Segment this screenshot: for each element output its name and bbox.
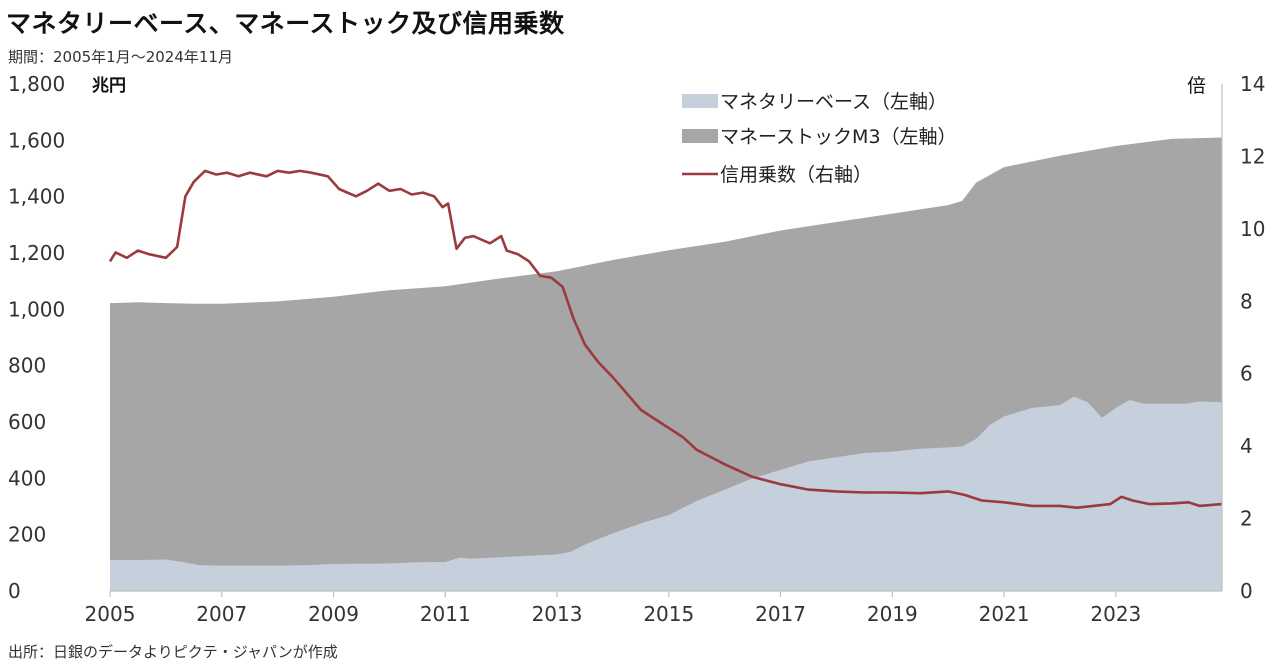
x-tick-label: 2021 [979, 602, 1030, 626]
x-tick-label: 2015 [643, 602, 694, 626]
axes-layer: 0 200 400 600 800 1,000 1,200 1,400 1,600 1,800 兆円… [8, 72, 1265, 626]
area-layer [110, 137, 1222, 591]
line-credit-multiplier [108, 169, 1223, 509]
right-y-tick-label: 4 [1240, 434, 1253, 458]
right-y-tick-label: 0 [1240, 579, 1253, 603]
x-tick-label: 2011 [420, 602, 471, 626]
legend: マネタリーベース（左軸） マネーストックM3（左軸） 信用乗数（右軸） [682, 91, 957, 186]
left-y-tick-label: 1,000 [8, 297, 65, 321]
left-y-tick-label: 1,400 [8, 185, 65, 209]
right-y-tick-label: 2 [1240, 507, 1253, 531]
line-layer [108, 169, 1223, 509]
x-tick-label: 2019 [867, 602, 918, 626]
legend-monetary-base-swatch [682, 94, 718, 108]
legend-monetary-base-label: マネタリーベース（左軸） [720, 91, 947, 113]
left-y-tick-label: 400 [8, 466, 46, 490]
right-y-tick-label: 6 [1240, 362, 1253, 386]
right-y-tick-label: 14 [1240, 72, 1265, 96]
x-tick-label: 2007 [196, 602, 247, 626]
chart-title: マネタリーベース、マネーストック及び信用乗数 [6, 9, 565, 38]
right-y-tick-label: 12 [1240, 144, 1265, 168]
chart-period: 期間：2005年1月～2024年11月 [8, 48, 233, 66]
chart-source: 出所：日銀のデータよりピクテ・ジャパンが作成 [8, 643, 338, 661]
right-y-unit-label: 倍 [1187, 75, 1206, 97]
left-y-tick-label: 800 [8, 354, 46, 378]
left-y-tick-label: 1,200 [8, 241, 65, 265]
x-tick-label: 2005 [85, 602, 136, 626]
legend-money-stock-m3-swatch [682, 129, 718, 143]
left-y-unit-label: 兆円 [92, 76, 126, 96]
left-y-tick-label: 200 [8, 523, 46, 547]
left-y-tick-label: 1,800 [8, 72, 65, 96]
x-tick-label: 2013 [532, 602, 583, 626]
x-tick-label: 2023 [1090, 602, 1141, 626]
right-y-tick-label: 8 [1240, 289, 1253, 313]
left-y-tick-label: 1,600 [8, 128, 65, 152]
x-tick-label: 2009 [308, 602, 359, 626]
legend-credit-multiplier-label: 信用乗数（右軸） [720, 164, 872, 186]
left-y-tick-label: 0 [8, 579, 21, 603]
area-monetary-base [110, 396, 1222, 591]
right-y-tick-label: 10 [1240, 217, 1265, 241]
x-tick-label: 2017 [755, 602, 806, 626]
legend-money-stock-m3-label: マネーストックM3（左軸） [720, 126, 957, 148]
left-y-tick-label: 600 [8, 410, 46, 434]
